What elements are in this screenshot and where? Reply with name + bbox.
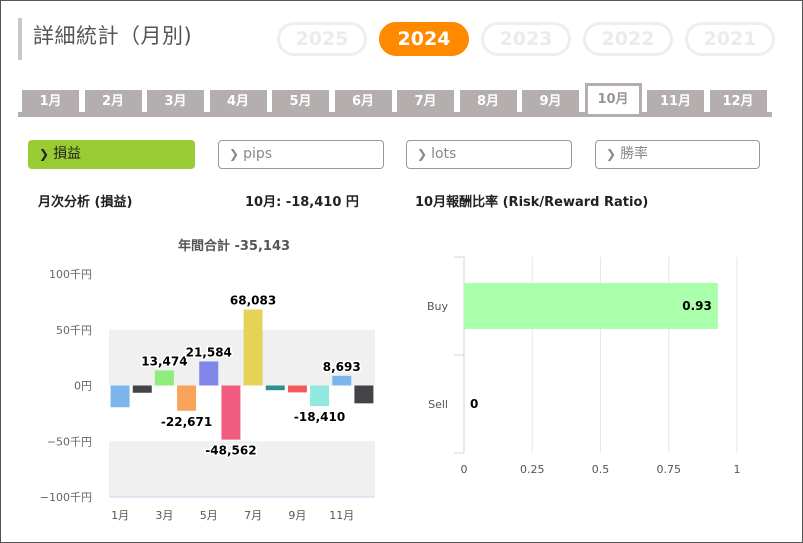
bar-month-11[interactable] xyxy=(332,375,352,386)
metric-button-4[interactable]: ❯ 勝率 xyxy=(595,140,760,169)
data-label-month-3: 13,474 xyxy=(141,354,187,368)
y-tick-label: 100千円 xyxy=(49,268,92,281)
year-pill-2024[interactable]: 2024 xyxy=(379,22,469,56)
data-label-month-7: 68,083 xyxy=(230,294,276,308)
metric-label: pips xyxy=(243,146,273,162)
x-tick-label: 7月 xyxy=(244,509,262,522)
tab-month-10[interactable]: 10月 xyxy=(584,83,642,114)
data-label-month-4: -22,671 xyxy=(161,415,212,429)
monthly-analysis-heading: 月次分析 (損益) xyxy=(38,195,133,210)
tab-month-1[interactable]: 1月 xyxy=(22,90,79,114)
metric-label: 勝率 xyxy=(620,146,649,162)
year-pill-2023[interactable]: 2023 xyxy=(481,22,571,56)
bar-month-8[interactable] xyxy=(265,385,285,391)
tab-month-4[interactable]: 4月 xyxy=(209,90,267,114)
bar-month-2[interactable] xyxy=(132,385,152,393)
year-pill-2021[interactable]: 2021 xyxy=(685,22,775,56)
x-tick-label: 11月 xyxy=(329,509,354,522)
tab-month-12[interactable]: 12月 xyxy=(709,90,767,114)
tab-month-7[interactable]: 7月 xyxy=(397,90,454,114)
ratio-heading: 10月報酬比率 (Risk/Reward Ratio) xyxy=(415,195,649,210)
risk-reward-chart: 0 0.25 0.5 0.75 1 Buy 0.93 Sell 0 xyxy=(427,256,741,476)
x-tick-label: 5月 xyxy=(200,509,218,522)
data-label-month-5: 21,584 xyxy=(186,345,232,359)
category-label-buy: Buy xyxy=(427,300,449,313)
data-label-month-11: 8,693 xyxy=(323,360,361,374)
metric-label: lots xyxy=(431,146,457,162)
tab-month-11[interactable]: 11月 xyxy=(647,90,704,114)
bar-month-7[interactable] xyxy=(243,309,263,386)
month-tabs-baseline xyxy=(18,112,772,117)
tab-month-2[interactable]: 2月 xyxy=(84,90,142,114)
tab-month-6[interactable]: 6月 xyxy=(334,90,392,114)
x-tick-label: 0.5 xyxy=(592,463,610,476)
chevron-right-icon: ❯ xyxy=(606,147,617,161)
data-label-month-6: -48,562 xyxy=(205,444,256,458)
chevron-right-icon: ❯ xyxy=(417,147,428,161)
bar-month-6[interactable] xyxy=(221,385,241,440)
bar-month-5[interactable] xyxy=(199,361,219,386)
bar-month-10[interactable] xyxy=(310,385,330,407)
data-label-month-10: -18,410 xyxy=(294,410,345,424)
year-pill-2022[interactable]: 2022 xyxy=(583,22,673,56)
page-title: 詳細統計（月別) xyxy=(33,24,193,48)
x-tick-label: 3月 xyxy=(155,509,173,522)
bar-month-4[interactable] xyxy=(177,385,197,411)
metric-button-2[interactable]: ❯ pips xyxy=(218,140,384,169)
y-tick-label: −100千円 xyxy=(40,491,92,504)
y-tick-label: −50千円 xyxy=(47,435,92,448)
monthly-pl-chart: 年間合計 -35,143 100千円 50千円 0円 −50千円 −100千円 13,474… xyxy=(40,238,375,522)
tab-month-3[interactable]: 3月 xyxy=(147,90,204,114)
y-tick-label: 0円 xyxy=(74,380,92,393)
bar-month-1[interactable] xyxy=(110,385,130,408)
metric-button-3[interactable]: ❯ lots xyxy=(406,140,572,169)
tab-month-5[interactable]: 5月 xyxy=(272,90,329,114)
x-tick-label: 9月 xyxy=(288,509,306,522)
chevron-right-icon: ❯ xyxy=(229,147,240,161)
category-label-sell: Sell xyxy=(428,398,448,411)
chart-title: 年間合計 -35,143 xyxy=(178,238,290,254)
bar-buy[interactable] xyxy=(464,283,718,329)
month-tabs: 1月 2月 3月 4月 5月 6月 7月 8月 9月 10月 11月 12月 xyxy=(18,83,772,117)
tab-month-9[interactable]: 9月 xyxy=(522,90,579,114)
data-label-sell: 0 xyxy=(470,397,478,411)
tab-month-8[interactable]: 8月 xyxy=(459,90,517,114)
x-tick-label: 0.25 xyxy=(520,463,545,476)
year-pill-2025[interactable]: 2025 xyxy=(277,22,367,56)
x-tick-label: 0.75 xyxy=(657,463,682,476)
bar-month-12[interactable] xyxy=(354,385,374,404)
x-tick-label: 1 xyxy=(734,463,741,476)
plot-band xyxy=(109,441,375,497)
plot-band xyxy=(109,329,375,386)
x-tick-label: 0 xyxy=(461,463,468,476)
month-summary: 10月: -18,410 円 xyxy=(245,195,359,210)
x-tick-label: 1月 xyxy=(111,509,129,522)
metric-selector: ❯ 損益 ❯ pips ❯ lots ❯ 勝率 xyxy=(28,140,768,170)
page-title-bar: 詳細統計（月別) xyxy=(18,18,192,60)
bar-month-9[interactable] xyxy=(287,385,307,393)
data-label-buy: 0.93 xyxy=(682,299,712,313)
bar-month-3[interactable] xyxy=(154,370,174,386)
metric-label: 損益 xyxy=(53,146,82,162)
chevron-right-icon: ❯ xyxy=(39,147,50,161)
metric-button-1[interactable]: ❯ 損益 xyxy=(28,140,195,169)
y-tick-label: 50千円 xyxy=(56,324,92,337)
year-selector: 2025 2024 2023 2022 2021 xyxy=(277,22,787,56)
